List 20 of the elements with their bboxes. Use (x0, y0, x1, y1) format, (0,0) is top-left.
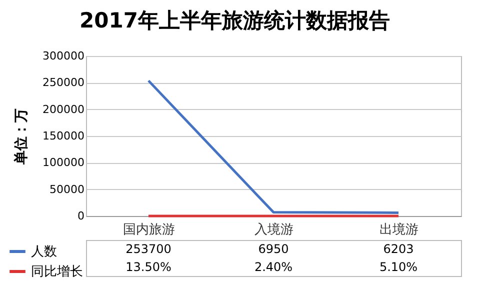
x-tick-label: 入境游 (254, 222, 294, 238)
y-tick-label: 50000 (50, 182, 84, 196)
y-tick-label: 100000 (42, 156, 84, 170)
y-tick-label: 300000 (42, 50, 84, 62)
data-label: 253700 (126, 242, 172, 256)
data-label: 6203 (383, 242, 414, 256)
y-tick-label: 200000 (42, 102, 84, 116)
data-label: 13.50% (126, 260, 172, 274)
data-label: 6950 (258, 242, 289, 256)
y-axis-title: 单位：万 (14, 108, 30, 166)
data-label: 5.10% (379, 260, 418, 274)
y-tick-label: 0 (78, 210, 84, 222)
data-label: 2.40% (254, 260, 293, 274)
chart-title: 2017年上半年旅游统计数据报告 (80, 8, 390, 32)
x-tick-label: 出境游 (380, 222, 418, 238)
legend-label: 同比增长 (31, 264, 83, 280)
legend-label: 人数 (31, 244, 57, 260)
y-tick-label: 250000 (42, 76, 84, 90)
x-tick-label: 国内旅游 (123, 222, 175, 238)
y-tick-label: 150000 (42, 130, 84, 142)
